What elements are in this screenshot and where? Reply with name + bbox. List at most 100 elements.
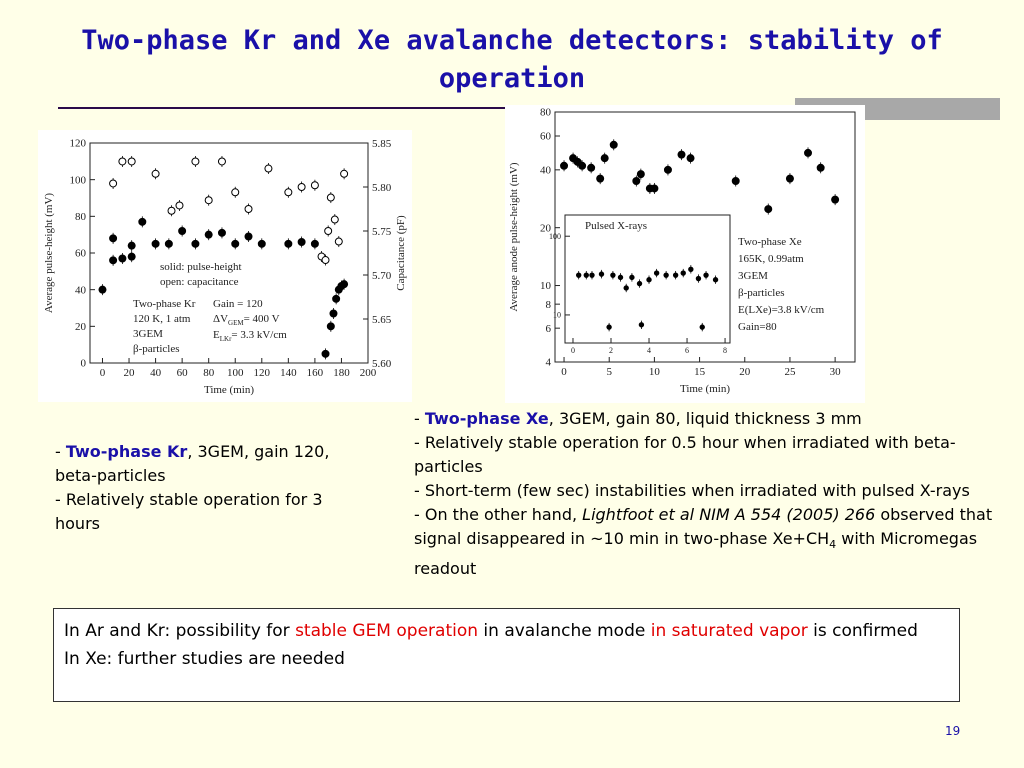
x-tick-label: 2 bbox=[609, 346, 613, 355]
data-point bbox=[231, 188, 240, 197]
text: , 3GEM, gain 80, liquid thickness 3 mm bbox=[548, 409, 862, 428]
annotation: β-particles bbox=[738, 287, 785, 299]
text: Two-phase Kr bbox=[65, 442, 188, 461]
data-point bbox=[699, 324, 705, 330]
right-text: - Two-phase Xe, 3GEM, gain 80, liquid th… bbox=[414, 407, 1009, 581]
data-point bbox=[167, 206, 176, 215]
data-point bbox=[686, 154, 695, 163]
data-point bbox=[816, 163, 825, 172]
annotation-part: = 400 V bbox=[244, 313, 280, 325]
annotation-part: E bbox=[213, 329, 220, 341]
x-tick-label: 6 bbox=[685, 346, 689, 355]
data-point bbox=[178, 227, 187, 235]
data-point bbox=[151, 169, 160, 178]
y-tick-label: 0 bbox=[81, 358, 87, 370]
slide-title: Two-phase Kr and Xe avalanche detectors:… bbox=[81, 25, 943, 94]
y-tick-label: 40 bbox=[75, 284, 87, 296]
text-line: In Ar and Kr: possibility for stable GEM… bbox=[64, 617, 949, 645]
annotation: 3GEM bbox=[738, 270, 768, 282]
data-point bbox=[204, 196, 213, 205]
annotation: 120 K, 1 atm bbox=[133, 313, 191, 325]
citation: Lightfoot et al NIM A 554 (2005) 266 bbox=[582, 505, 876, 524]
page-number: 19 bbox=[945, 724, 961, 738]
text: In Xe: further studies are needed bbox=[64, 649, 345, 669]
y2-tick-label: 5.75 bbox=[372, 226, 392, 238]
data-point bbox=[244, 232, 253, 241]
x-tick-label: 20 bbox=[124, 367, 136, 379]
text: - bbox=[414, 409, 425, 428]
data-point bbox=[204, 230, 213, 239]
annotation: Two-phase Kr bbox=[133, 298, 196, 310]
data-point bbox=[191, 239, 200, 248]
text: observed that signal disappeared in ~10 … bbox=[414, 505, 993, 548]
data-point bbox=[109, 256, 118, 265]
annotation: Two-phase Xe bbox=[738, 236, 802, 248]
data-point bbox=[257, 239, 266, 248]
data-point bbox=[583, 272, 589, 278]
data-point bbox=[127, 252, 136, 261]
plot-frame bbox=[554, 111, 856, 363]
data-point bbox=[217, 157, 226, 166]
data-point bbox=[575, 272, 582, 278]
text: In Ar and Kr: possibility for bbox=[64, 621, 296, 641]
y2-tick-label: 5.60 bbox=[372, 358, 392, 370]
text: - Relatively stable operation for 3 hour… bbox=[55, 490, 323, 533]
data-point bbox=[731, 176, 740, 185]
annotation: 3GEM bbox=[133, 328, 163, 340]
subscript: 4 bbox=[829, 538, 837, 552]
text: in saturated vapor bbox=[650, 621, 808, 641]
x-tick-label: 120 bbox=[254, 367, 271, 379]
text-line: - On the other hand, Lightfoot et al NIM… bbox=[414, 503, 1009, 581]
data-point bbox=[672, 272, 679, 278]
x-tick-label: 25 bbox=[784, 366, 796, 378]
x-tick-label: 10 bbox=[649, 366, 661, 378]
y-tick-label: 80 bbox=[540, 107, 552, 119]
data-point bbox=[600, 154, 609, 163]
text-line: - Two-phase Kr, 3GEM, gain 120, beta-par… bbox=[55, 440, 370, 488]
annotation: 165K, 0.99atm bbox=[738, 253, 804, 265]
data-point bbox=[151, 239, 160, 248]
data-point bbox=[231, 239, 240, 248]
data-point bbox=[264, 164, 273, 173]
data-point bbox=[663, 272, 669, 278]
data-point bbox=[297, 238, 306, 246]
data-point bbox=[109, 234, 118, 243]
left-text: - Two-phase Kr, 3GEM, gain 120, beta-par… bbox=[55, 440, 370, 536]
data-point bbox=[764, 205, 773, 214]
data-point bbox=[653, 270, 660, 276]
data-point bbox=[617, 274, 624, 281]
data-point bbox=[623, 285, 629, 291]
text: - bbox=[55, 442, 66, 461]
x-tick-label: 80 bbox=[203, 367, 215, 379]
y-tick-label: 10 bbox=[553, 311, 561, 320]
y-tick-label: 80 bbox=[75, 211, 87, 223]
data-point bbox=[632, 176, 641, 185]
y-tick-label: 100 bbox=[70, 174, 87, 186]
data-point bbox=[629, 274, 635, 281]
data-point bbox=[677, 150, 686, 159]
x-tick-label: 20 bbox=[739, 366, 751, 378]
data-point bbox=[321, 256, 330, 265]
data-point bbox=[127, 157, 136, 166]
data-point bbox=[650, 184, 659, 193]
y2-tick-label: 5.65 bbox=[372, 314, 392, 326]
x-tick-label: 4 bbox=[647, 346, 651, 355]
text-line: - Relatively stable operation for 0.5 ho… bbox=[414, 431, 1009, 479]
y-tick-label: 10 bbox=[540, 280, 552, 292]
data-point bbox=[297, 183, 306, 191]
data-point bbox=[638, 322, 645, 328]
data-point bbox=[310, 181, 319, 190]
y-tick-label: 60 bbox=[75, 248, 87, 260]
x-tick-label: 30 bbox=[830, 366, 842, 378]
data-point bbox=[560, 161, 569, 170]
y-axis-label: Average pulse-height (mV) bbox=[43, 193, 55, 313]
x-tick-label: 40 bbox=[150, 367, 162, 379]
data-point bbox=[831, 195, 840, 204]
x-tick-label: 180 bbox=[333, 367, 350, 379]
y-tick-label: 60 bbox=[540, 131, 552, 143]
x-axis-label: Time (min) bbox=[680, 383, 730, 395]
text: - Relatively stable operation for 0.5 ho… bbox=[414, 433, 956, 476]
data-point bbox=[609, 140, 618, 149]
